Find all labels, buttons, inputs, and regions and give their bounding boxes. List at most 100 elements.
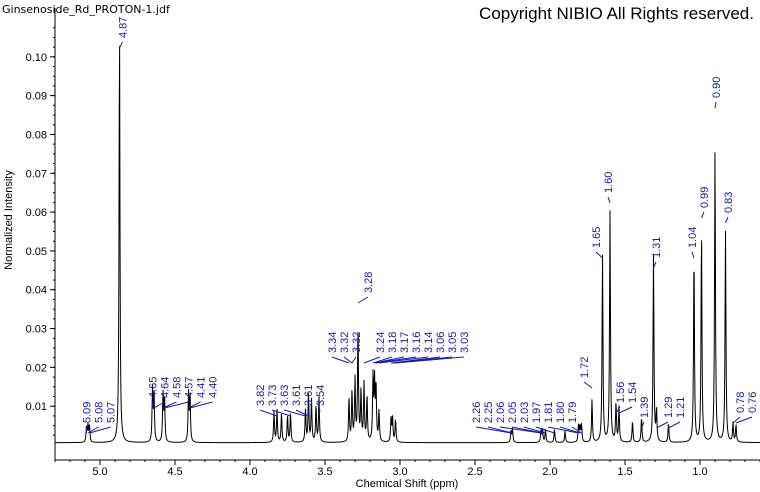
x-tick-label: 4.0: [242, 466, 257, 478]
peak-leader-line: [487, 426, 513, 434]
peak-label: 1.56: [615, 382, 627, 403]
peak-label: 3.32: [339, 332, 351, 353]
peak-label-group: 1.31: [651, 237, 663, 269]
peak-label-group: 1.65: [591, 227, 603, 259]
x-tick-label: 3.0: [392, 466, 407, 478]
y-axis-label: Normalized Intensity: [3, 170, 15, 270]
peak-leader-line: [701, 211, 705, 219]
peak-label-group: 1.97: [531, 402, 555, 434]
x-tick-label: 4.5: [167, 466, 182, 478]
peak-leader-line: [372, 356, 393, 364]
peak-label-group: 3.03: [395, 332, 471, 364]
peak-leader-line: [89, 426, 111, 434]
y-tick-label: 0.03: [26, 324, 47, 336]
x-tick-label: 5.0: [92, 466, 107, 478]
peak-label: 1.79: [567, 402, 579, 423]
peak-label-group: 0.99: [699, 187, 711, 219]
peak-label-group: 3.34: [327, 332, 350, 364]
peak-leader-line: [732, 416, 741, 424]
peak-label-group: 3.63: [279, 385, 306, 417]
peak-label-group: 2.06: [495, 402, 542, 434]
y-tick-label: 0.08: [26, 129, 47, 141]
peak-leader-line: [656, 421, 669, 429]
peak-label: 3.34: [327, 332, 339, 353]
peak-leader-line: [375, 356, 417, 364]
peak-label: 2.03: [519, 402, 531, 423]
copyright-notice: Copyright NIBIO All Rights reserved.: [479, 4, 754, 23]
peak-label: 1.39: [639, 397, 651, 418]
peak-leader-line: [725, 216, 729, 224]
peak-label: 1.04: [687, 227, 699, 248]
peak-leader-line: [559, 426, 581, 434]
peak-leader-line: [331, 356, 350, 364]
peak-label: 0.83: [723, 192, 735, 213]
peak-label: 3.63: [279, 385, 291, 406]
peak-label: 5.07: [106, 402, 118, 423]
peak-label-group: 3.18: [372, 332, 399, 364]
peak-label-group: 4.58: [162, 377, 184, 409]
peak-label: 3.54: [315, 385, 327, 406]
peak-leader-line: [307, 409, 309, 417]
x-tick-label: 2.0: [542, 466, 557, 478]
peak-label: 0.78: [735, 392, 747, 413]
peak-label: 4.64: [160, 377, 172, 398]
peak-label-group: 3.28: [357, 272, 375, 304]
peak-leader-line: [363, 356, 381, 364]
peak-label-group: 1.81: [543, 402, 579, 434]
peak-label-group: 1.04: [687, 227, 699, 259]
peak-label-group: 1.54: [618, 382, 639, 414]
peak-label: 3.32: [351, 332, 363, 353]
peak-leader-line: [271, 409, 291, 417]
peak-label: 1.29: [663, 397, 675, 418]
peak-leader-line: [735, 416, 753, 424]
peak-label-group: 4.40: [189, 377, 220, 409]
peak-leader-line: [535, 426, 555, 434]
peak-label: 1.21: [675, 397, 687, 418]
peak-label: 4.41: [196, 377, 208, 398]
peak-leader-line: [595, 251, 603, 259]
peak-leader-line: [295, 409, 309, 417]
peak-label: 2.26: [471, 402, 483, 423]
peak-label-group: 3.14: [378, 332, 435, 364]
peak-leader-line: [259, 409, 278, 417]
peak-label: 3.82: [255, 385, 267, 406]
peak-label: 0.90: [711, 77, 723, 98]
peak-label-group: 0.78: [732, 392, 747, 424]
peak-label: 2.05: [507, 402, 519, 423]
peak-label: 4.57: [184, 377, 196, 398]
peak-leader-line: [162, 401, 177, 409]
peak-label: 4.40: [208, 377, 220, 398]
peak-label-group: 1.21: [668, 397, 687, 429]
plot-axes: 5.0 4.5 4.0 3.5 3.0 2.5 2.0 1.5 1.0 0.01 0.02 0.03 0…: [26, 8, 760, 478]
peak-leader-line: [475, 426, 512, 434]
peak-label: 3.61: [303, 385, 315, 406]
peak-leader-line: [499, 426, 542, 434]
peak-leader-line: [343, 356, 353, 364]
peak-label-group: 3.54: [315, 385, 327, 417]
peak-label-group: 1.56: [615, 382, 627, 414]
y-tick-label: 0.07: [26, 168, 47, 180]
peak-label-group: 1.29: [656, 397, 675, 429]
peak-label: 3.73: [267, 385, 279, 406]
peak-label: 1.54: [627, 382, 639, 403]
peak-label: 0.76: [747, 392, 759, 413]
peak-leader-line: [511, 426, 543, 434]
peak-leader-line: [691, 251, 695, 259]
peak-label-group: 4.65: [148, 377, 160, 408]
peak-label-group: 2.03: [519, 402, 546, 434]
peak-label-group: 3.16: [375, 332, 423, 364]
peak-leader-line: [357, 296, 369, 304]
peak-label: 1.31: [651, 237, 663, 258]
y-tick-label: 0.02: [26, 362, 47, 374]
y-tick-label: 0.10: [26, 52, 47, 64]
peak-leader-line: [164, 401, 189, 409]
peak-label-group: 2.26: [471, 402, 512, 434]
x-tick-label: 2.5: [467, 466, 482, 478]
peak-label-group: 4.87: [118, 17, 130, 49]
peak-label: 3.16: [411, 332, 423, 353]
peak-labels: 5.09 5.08 5.07 4.87 4.65 4.64 4.58 4.57 4.41 4.40…: [82, 17, 759, 434]
x-axis-label: Chemical Shift (ppm): [356, 478, 459, 490]
peak-leader-line: [607, 196, 611, 204]
peak-leader-line: [714, 101, 717, 109]
